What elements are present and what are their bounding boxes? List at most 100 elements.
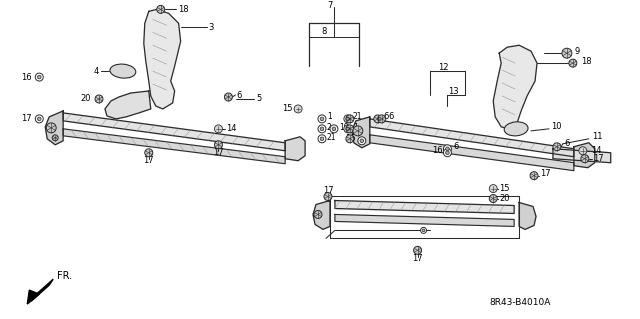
Text: 1: 1 — [327, 112, 332, 122]
Text: 17: 17 — [323, 186, 333, 195]
Circle shape — [145, 149, 153, 157]
Polygon shape — [352, 117, 370, 148]
Circle shape — [346, 125, 354, 133]
Circle shape — [553, 143, 561, 151]
Circle shape — [157, 5, 164, 13]
Circle shape — [318, 135, 326, 143]
Circle shape — [346, 127, 349, 131]
Text: 17: 17 — [143, 156, 154, 165]
Polygon shape — [370, 119, 574, 157]
Circle shape — [344, 125, 352, 133]
Circle shape — [346, 115, 354, 123]
Circle shape — [420, 227, 426, 234]
Text: 15: 15 — [499, 184, 509, 193]
Circle shape — [346, 117, 349, 121]
Circle shape — [489, 195, 497, 203]
Polygon shape — [63, 129, 285, 164]
Circle shape — [581, 155, 589, 163]
Text: 18: 18 — [178, 5, 188, 14]
Circle shape — [378, 115, 386, 123]
Text: 9: 9 — [575, 47, 580, 56]
Text: 1: 1 — [353, 123, 358, 132]
Circle shape — [320, 117, 324, 121]
Circle shape — [530, 172, 538, 180]
Text: 14: 14 — [591, 146, 602, 155]
Text: 3: 3 — [209, 23, 214, 32]
Circle shape — [444, 145, 451, 153]
Text: 8: 8 — [321, 27, 327, 36]
Circle shape — [413, 246, 422, 254]
Circle shape — [38, 75, 41, 79]
Circle shape — [344, 115, 352, 123]
Text: 17: 17 — [540, 169, 550, 178]
Circle shape — [346, 135, 354, 143]
Polygon shape — [105, 91, 151, 119]
Circle shape — [318, 125, 326, 133]
Text: 14: 14 — [227, 124, 237, 133]
Text: 17: 17 — [593, 154, 604, 163]
Polygon shape — [335, 201, 514, 213]
Circle shape — [214, 125, 223, 133]
Text: FR.: FR. — [57, 271, 72, 281]
Circle shape — [95, 95, 103, 103]
Circle shape — [360, 139, 364, 143]
Circle shape — [46, 123, 56, 133]
Ellipse shape — [504, 122, 528, 136]
Circle shape — [35, 73, 44, 81]
Circle shape — [35, 115, 44, 123]
Text: 6: 6 — [388, 112, 394, 122]
Text: 17: 17 — [412, 254, 423, 263]
Text: 13: 13 — [448, 86, 459, 95]
Circle shape — [444, 149, 451, 157]
Text: 6: 6 — [453, 142, 459, 151]
Text: 19: 19 — [339, 123, 349, 132]
Circle shape — [52, 135, 58, 141]
Circle shape — [445, 151, 449, 154]
Text: 12: 12 — [438, 63, 449, 72]
Circle shape — [569, 59, 577, 67]
Polygon shape — [28, 290, 39, 304]
Circle shape — [318, 115, 326, 123]
Circle shape — [422, 229, 425, 232]
Text: 21: 21 — [327, 133, 337, 142]
Circle shape — [294, 105, 302, 113]
Ellipse shape — [110, 64, 136, 78]
Text: 6: 6 — [384, 112, 389, 122]
Polygon shape — [285, 137, 305, 161]
Text: 17: 17 — [20, 115, 31, 123]
Circle shape — [38, 117, 41, 121]
Text: 8R43-B4010A: 8R43-B4010A — [489, 298, 550, 307]
Circle shape — [324, 193, 332, 201]
Circle shape — [330, 125, 338, 133]
Text: 18: 18 — [581, 57, 591, 66]
Polygon shape — [335, 214, 514, 226]
Circle shape — [489, 185, 497, 193]
Polygon shape — [313, 201, 330, 229]
Circle shape — [225, 93, 232, 101]
Polygon shape — [370, 135, 574, 171]
Text: 10: 10 — [551, 122, 561, 131]
Polygon shape — [31, 279, 53, 301]
Polygon shape — [519, 203, 536, 229]
Circle shape — [320, 127, 324, 131]
Text: 16: 16 — [432, 146, 442, 155]
Polygon shape — [493, 45, 537, 129]
Circle shape — [445, 147, 449, 151]
Polygon shape — [574, 143, 595, 168]
Circle shape — [214, 141, 223, 149]
Polygon shape — [553, 149, 611, 163]
Circle shape — [320, 137, 324, 141]
Text: 6: 6 — [236, 91, 242, 100]
Text: 6: 6 — [564, 139, 570, 148]
Polygon shape — [144, 9, 180, 109]
Circle shape — [353, 126, 363, 136]
Text: 2: 2 — [327, 123, 332, 132]
Polygon shape — [45, 111, 63, 145]
Text: 15: 15 — [282, 104, 292, 114]
Text: 20: 20 — [81, 94, 91, 103]
Text: 17: 17 — [213, 148, 224, 157]
Polygon shape — [63, 113, 285, 151]
Text: 21: 21 — [353, 112, 362, 122]
Text: 20: 20 — [499, 194, 509, 203]
Text: 16: 16 — [345, 134, 356, 143]
